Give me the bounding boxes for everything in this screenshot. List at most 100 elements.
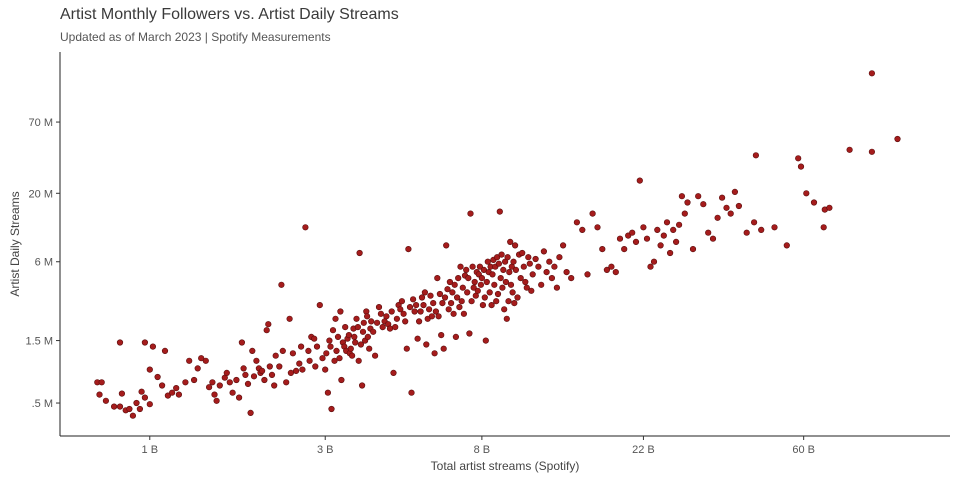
scatter-point	[305, 347, 312, 355]
scatter-point	[758, 226, 765, 233]
scatter-point	[359, 382, 366, 389]
scatter-point	[476, 263, 484, 270]
scatter-point	[244, 380, 252, 388]
scatter-point	[345, 332, 353, 339]
scatter-point	[894, 135, 901, 143]
scatter-point	[647, 263, 654, 270]
scatter-point	[342, 324, 349, 331]
scatter-point	[154, 373, 161, 381]
scatter-point	[283, 379, 290, 386]
scatter-point	[226, 379, 233, 386]
scatter-point	[323, 350, 330, 357]
scatter-point	[443, 242, 450, 249]
y-axis-title: Artist Daily Streams	[8, 191, 22, 296]
scatter-point	[138, 388, 145, 395]
scatter-point	[525, 254, 532, 261]
scatter-point	[506, 269, 513, 276]
scatter-point	[169, 389, 176, 396]
scatter-point	[324, 389, 332, 396]
scatter-point	[216, 382, 223, 389]
scatter-point	[731, 188, 739, 195]
scatter-point	[529, 271, 536, 278]
scatter-point	[632, 238, 640, 245]
scatter-point	[568, 275, 575, 282]
scatter-point	[329, 327, 337, 334]
scatter-point	[141, 394, 148, 401]
scatter-point	[695, 193, 702, 200]
scatter-point	[426, 306, 433, 313]
scatter-point	[377, 310, 385, 317]
scatter-point	[238, 339, 245, 346]
scatter-point	[441, 294, 449, 301]
scatter-point	[431, 350, 438, 357]
scatter-point	[136, 405, 143, 413]
scatter-point	[459, 284, 466, 291]
scatter-point	[268, 371, 276, 379]
scatter-point	[133, 399, 140, 407]
scatter-point	[528, 287, 535, 294]
scatter-point	[434, 275, 441, 282]
scatter-point	[213, 397, 220, 404]
scatter-point	[388, 308, 395, 315]
scatter-point	[553, 284, 561, 291]
scatter-point	[803, 190, 810, 197]
x-tick-label: 22 B	[632, 444, 655, 456]
scatter-point	[457, 263, 464, 270]
scatter-point	[507, 238, 514, 245]
scatter-point	[510, 258, 517, 265]
scatter-point	[456, 304, 463, 311]
scatter-point	[146, 366, 153, 373]
scatter-point	[501, 306, 508, 313]
scatter-point	[636, 177, 643, 184]
scatter-point	[502, 278, 510, 286]
scatter-point	[102, 397, 109, 404]
scatter-point	[709, 235, 717, 242]
x-tick-label: 8 B	[474, 444, 491, 456]
scatter-point	[727, 210, 734, 217]
scatter-point	[326, 337, 333, 344]
scatter-point	[494, 254, 501, 261]
scatter-point	[146, 401, 153, 408]
scatter-point	[526, 260, 533, 267]
scatter-point	[360, 319, 367, 326]
scatter-point	[98, 379, 105, 386]
scatter-point	[312, 363, 319, 370]
scatter-point	[319, 355, 326, 362]
scatter-point	[474, 287, 481, 294]
scatter-point	[440, 345, 447, 352]
scatter-point	[483, 278, 490, 286]
scatter-point	[495, 260, 503, 267]
scatter-point	[493, 298, 500, 305]
scatter-point	[452, 333, 460, 341]
scatter-point	[338, 376, 345, 384]
scatter-point	[629, 229, 636, 236]
scatter-point	[675, 221, 683, 228]
scatter-point	[173, 385, 180, 392]
scatter-point	[293, 367, 300, 375]
scatter-point	[175, 391, 182, 398]
scatter-point	[684, 199, 691, 206]
scatter-point	[489, 271, 496, 278]
scatter-point	[159, 382, 166, 389]
scatter-point	[96, 391, 103, 398]
scatter-point	[322, 366, 329, 373]
scatter-point	[400, 310, 407, 317]
scatter-point	[266, 363, 273, 370]
scatter-point	[411, 308, 418, 315]
scatter-point	[689, 246, 697, 253]
scatter-point	[332, 315, 339, 322]
scatter-point	[436, 290, 444, 298]
x-tick-label: 60 B	[792, 444, 815, 456]
scatter-point	[253, 357, 260, 364]
scatter-point	[242, 371, 249, 379]
scatter-point	[161, 347, 169, 355]
scatter-point	[599, 246, 606, 253]
scatter-point	[116, 339, 124, 346]
scatter-point	[333, 347, 340, 355]
scatter-point	[279, 347, 286, 355]
scatter-point	[356, 249, 363, 257]
scatter-point	[460, 310, 468, 317]
x-axis-title: Total artist streams (Spotify)	[431, 459, 580, 473]
scatter-point	[621, 246, 628, 253]
